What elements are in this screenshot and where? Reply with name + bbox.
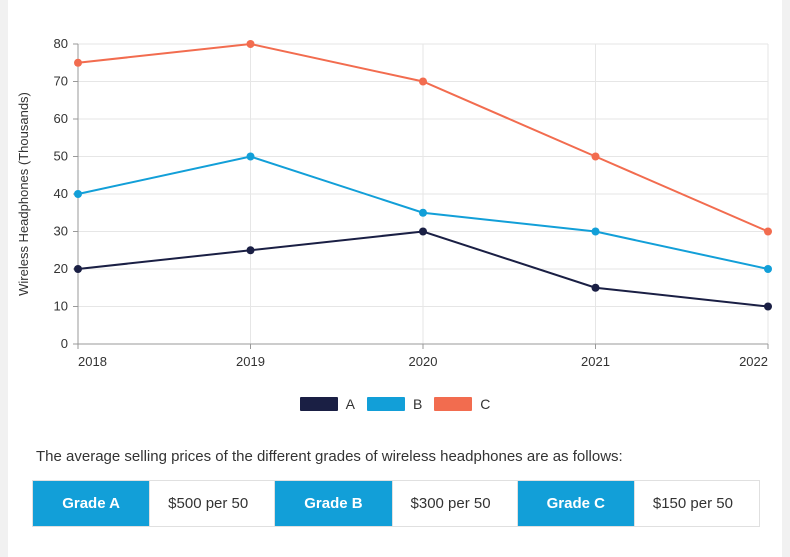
price-grade-header: Grade C xyxy=(517,481,634,526)
legend-item-B[interactable]: B xyxy=(367,396,422,412)
series-point-B xyxy=(764,265,772,273)
y-tick-label: 10 xyxy=(54,299,68,314)
price-description: The average selling prices of the differ… xyxy=(36,448,623,465)
series-point-A xyxy=(247,246,255,254)
y-tick-label: 80 xyxy=(54,36,68,51)
y-tick-label: 0 xyxy=(61,336,68,351)
series-point-B xyxy=(247,153,255,161)
series-point-B xyxy=(419,209,427,217)
legend-label: C xyxy=(480,396,490,412)
price-grade-value: $300 per 50 xyxy=(392,481,517,526)
series-point-C xyxy=(419,78,427,86)
series-point-A xyxy=(764,303,772,311)
chart-legend: A B C xyxy=(8,396,782,414)
y-tick-label: 30 xyxy=(54,224,68,239)
content-card: 0 10 20 30 40 50 60 70 80 2018 2019 2020 2021 2022 Wir… xyxy=(8,0,782,557)
series-point-C xyxy=(764,228,772,236)
series-point-C xyxy=(592,153,600,161)
x-tick-label: 2021 xyxy=(581,354,610,369)
chart-container: 0 10 20 30 40 50 60 70 80 2018 2019 2020 2021 2022 Wir… xyxy=(8,24,782,404)
series-point-A xyxy=(74,265,82,273)
legend-swatch xyxy=(434,397,472,411)
line-chart: 0 10 20 30 40 50 60 70 80 2018 2019 2020 2021 2022 Wir… xyxy=(8,24,782,404)
x-tick-label: 2019 xyxy=(236,354,265,369)
y-tick-label: 20 xyxy=(54,261,68,276)
price-table-container: Grade A$500 per 50Grade B$300 per 50Grad… xyxy=(32,480,758,527)
x-tick-label: 2022 xyxy=(739,354,768,369)
legend-swatch xyxy=(300,397,338,411)
series-point-C xyxy=(74,59,82,67)
price-grade-header: Grade B xyxy=(274,481,391,526)
y-tick-label: 50 xyxy=(54,149,68,164)
series-point-B xyxy=(74,190,82,198)
legend-label: B xyxy=(413,396,422,412)
series-point-B xyxy=(592,228,600,236)
legend-label: A xyxy=(346,396,355,412)
x-tick-label: 2020 xyxy=(409,354,438,369)
series-point-A xyxy=(592,284,600,292)
legend-swatch xyxy=(367,397,405,411)
price-grade-value: $500 per 50 xyxy=(149,481,274,526)
legend-item-C[interactable]: C xyxy=(434,396,490,412)
y-tick-label: 70 xyxy=(54,74,68,89)
y-tick-label: 40 xyxy=(54,186,68,201)
series-point-C xyxy=(247,40,255,48)
y-axis-title: Wireless Headphones (Thousands) xyxy=(16,92,31,296)
x-tick-label: 2018 xyxy=(78,354,107,369)
price-grade-value: $150 per 50 xyxy=(634,481,759,526)
legend-item-A[interactable]: A xyxy=(300,396,355,412)
page-root: 0 10 20 30 40 50 60 70 80 2018 2019 2020 2021 2022 Wir… xyxy=(0,0,790,557)
series-point-A xyxy=(419,228,427,236)
price-table: Grade A$500 per 50Grade B$300 per 50Grad… xyxy=(32,480,760,527)
price-grade-header: Grade A xyxy=(33,481,149,526)
y-tick-label: 60 xyxy=(54,111,68,126)
